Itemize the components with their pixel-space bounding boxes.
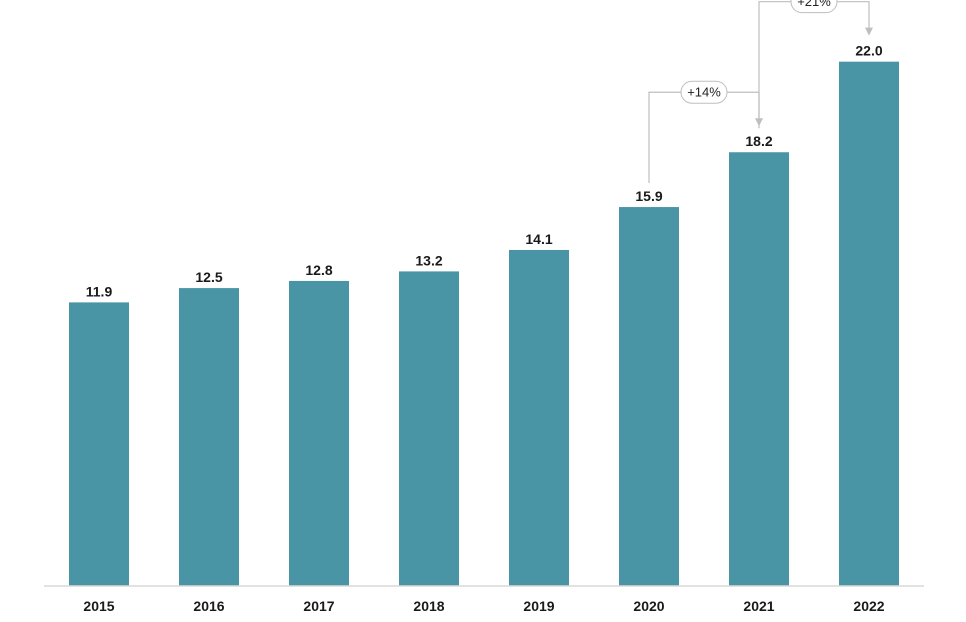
bar-2016	[179, 288, 239, 586]
bar-2015	[69, 302, 129, 586]
x-tick-label-2019: 2019	[523, 598, 554, 614]
x-tick-label-2015: 2015	[83, 598, 114, 614]
bars-group: 11.9 12.5 12.8 13.2 14.1 15.9 18.2 22.0	[69, 43, 899, 587]
bar-2018	[399, 271, 459, 586]
data-label-2022: 22.0	[855, 43, 882, 59]
x-tick-label-2018: 2018	[413, 598, 444, 614]
data-label-2015: 11.9	[86, 283, 113, 299]
data-label-2016: 12.5	[195, 269, 222, 285]
x-tick-label-2016: 2016	[193, 598, 224, 614]
data-label-2019: 14.1	[525, 231, 552, 247]
data-label-2020: 15.9	[635, 188, 662, 204]
growth-label-2022: +21%	[797, 0, 831, 9]
bar-2017	[289, 280, 349, 586]
x-tick-label-2021: 2021	[743, 598, 774, 614]
bar-2020	[619, 207, 679, 587]
x-tick-label-2017: 2017	[303, 598, 334, 614]
data-label-2018: 13.2	[415, 252, 442, 268]
annotations-group: +14% +21%	[648, 0, 873, 184]
data-label-2021: 18.2	[745, 133, 772, 149]
growth-label-2021: +14%	[687, 85, 721, 100]
growth-badge-2022	[790, 0, 838, 14]
x-tick-labels: 2015 2016 2017 2018 2019 2020 2021 2022	[83, 598, 884, 614]
x-tick-label-2022: 2022	[853, 598, 884, 614]
bar-2021	[729, 152, 789, 586]
bar-2019	[509, 249, 569, 586]
x-tick-label-2020: 2020	[633, 598, 664, 614]
bar-2022	[839, 61, 899, 586]
data-label-2017: 12.8	[305, 262, 332, 278]
growth-badge-2021	[680, 80, 728, 104]
